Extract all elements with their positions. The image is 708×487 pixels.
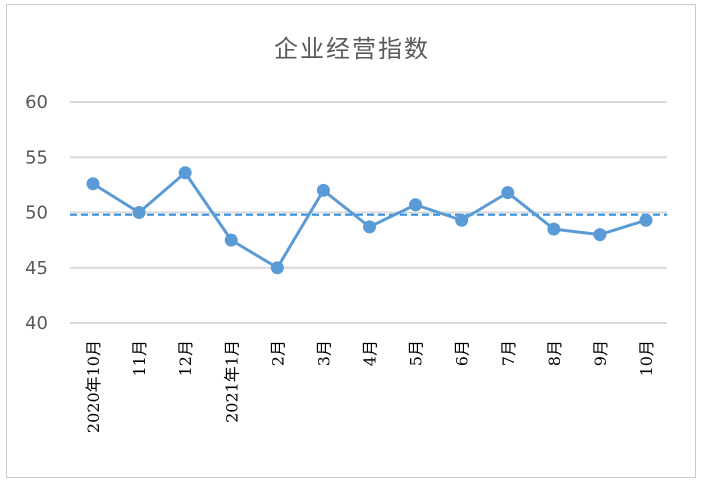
x-tick-label: 8月 xyxy=(545,340,564,366)
y-tick-label: 60 xyxy=(25,92,48,113)
data-point xyxy=(593,228,607,242)
y-tick-label: 45 xyxy=(25,258,48,279)
y-tick-label: 55 xyxy=(25,147,48,168)
x-tick-label: 12月 xyxy=(176,340,195,376)
x-tick-label: 2021年1月 xyxy=(222,340,241,423)
data-point xyxy=(270,261,284,275)
x-tick-label: 10月 xyxy=(637,340,656,376)
data-point xyxy=(224,233,238,247)
data-point xyxy=(547,222,561,236)
x-tick-label: 9月 xyxy=(591,340,610,366)
y-tick-label: 40 xyxy=(25,313,48,334)
data-point xyxy=(178,166,192,180)
data-point xyxy=(316,183,330,197)
data-point xyxy=(639,213,653,227)
chart-frame xyxy=(6,4,696,478)
series-line xyxy=(92,171,647,270)
data-point xyxy=(132,206,146,219)
x-tick-label: 7月 xyxy=(499,340,518,366)
data-point xyxy=(363,220,376,234)
chart-title: 企业经营指数 xyxy=(274,35,430,63)
x-tick-label: 4月 xyxy=(361,340,380,366)
x-tick-label: 2020年10月 xyxy=(84,340,103,433)
y-tick-label: 50 xyxy=(25,203,48,224)
x-tick-label: 5月 xyxy=(407,340,426,366)
data-point xyxy=(409,198,423,212)
data-point xyxy=(501,186,515,200)
x-tick-label: 3月 xyxy=(314,340,333,366)
x-tick-label: 6月 xyxy=(453,340,472,366)
data-point xyxy=(455,213,469,227)
x-tick-label: 2月 xyxy=(268,340,287,366)
x-tick-label: 11月 xyxy=(130,340,149,376)
data-point xyxy=(86,177,100,191)
